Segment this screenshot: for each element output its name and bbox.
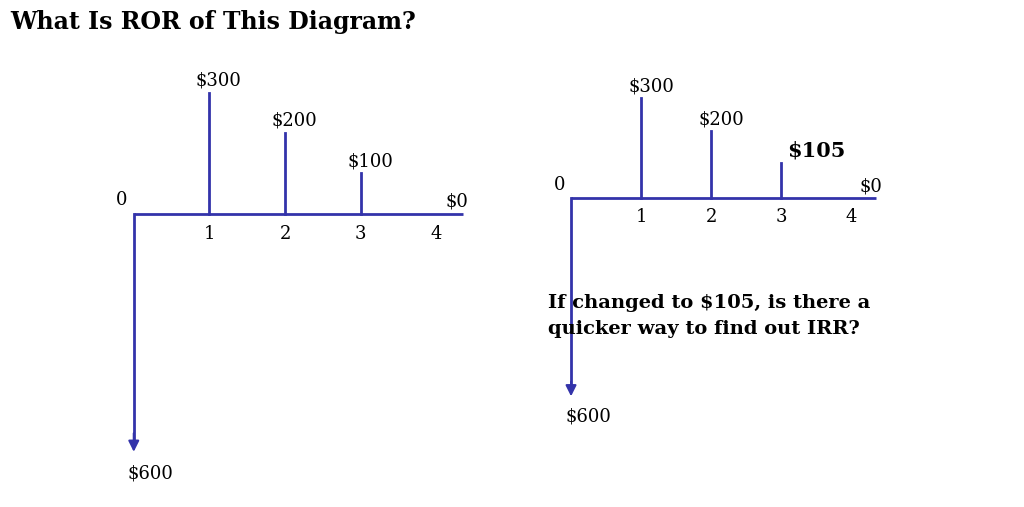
Text: 0: 0 [554, 176, 565, 194]
Text: $300: $300 [629, 77, 675, 95]
Text: $600: $600 [565, 408, 611, 425]
Text: 4: 4 [846, 207, 857, 226]
Text: $600: $600 [128, 464, 174, 483]
Text: $0: $0 [445, 192, 468, 210]
Text: $300: $300 [196, 72, 242, 90]
Text: 2: 2 [706, 207, 717, 226]
Text: $200: $200 [698, 111, 744, 129]
Text: 1: 1 [636, 207, 647, 226]
Text: $200: $200 [271, 112, 317, 130]
Text: $105: $105 [787, 140, 846, 160]
Text: $100: $100 [347, 152, 393, 170]
Text: What Is ROR of This Diagram?: What Is ROR of This Diagram? [10, 10, 416, 34]
Text: $0: $0 [860, 177, 883, 196]
Text: 3: 3 [775, 207, 787, 226]
Text: 4: 4 [431, 225, 442, 243]
Text: 3: 3 [355, 225, 367, 243]
Text: If changed to $105, is there a
quicker way to find out IRR?: If changed to $105, is there a quicker w… [548, 294, 870, 339]
Text: 0: 0 [116, 191, 128, 209]
Text: 1: 1 [204, 225, 215, 243]
Text: 2: 2 [280, 225, 291, 243]
